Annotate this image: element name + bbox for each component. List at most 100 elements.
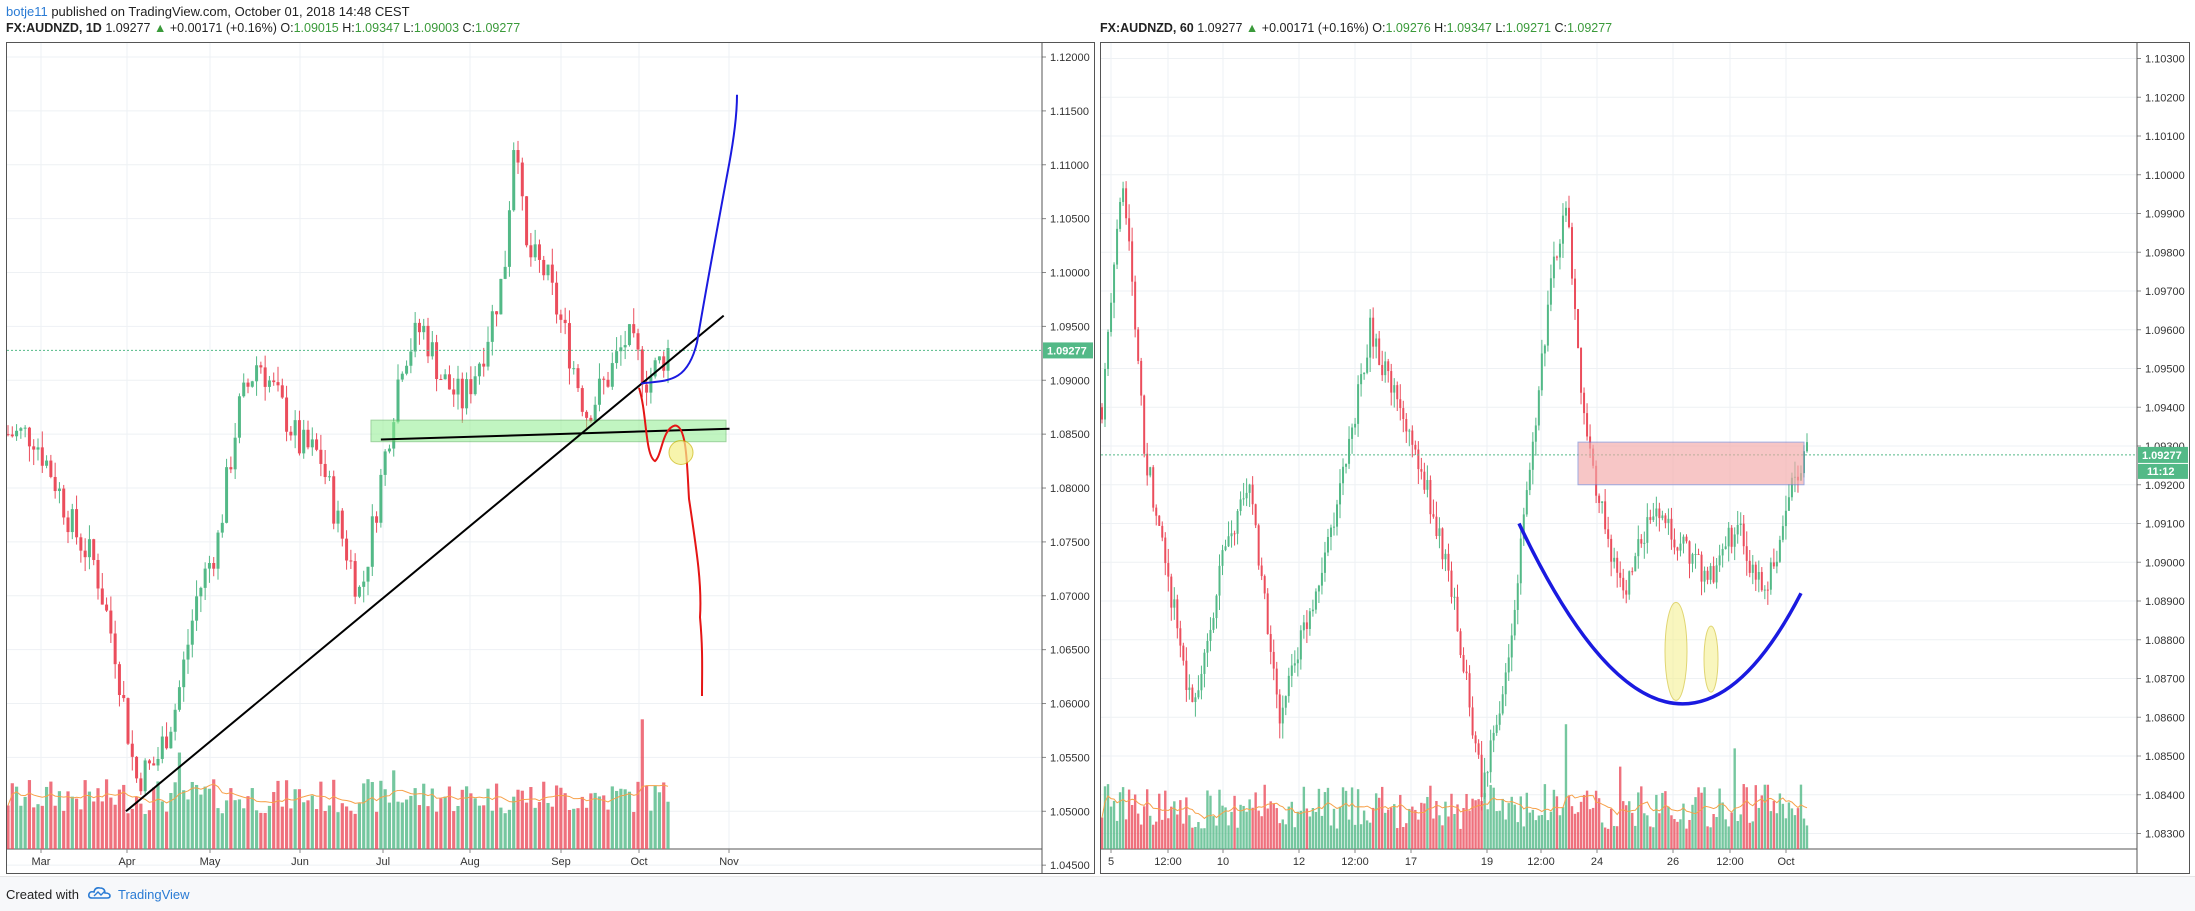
candle-body <box>1203 652 1206 674</box>
y-tick-label: 1.08500 <box>2145 751 2185 763</box>
hourly-chart-panel[interactable]: 1.10300 1.10200 1.10100 1.10000 1.09900 1.098… <box>1100 42 2190 874</box>
candle-body <box>1571 227 1573 279</box>
volume-bar <box>1173 801 1176 849</box>
volume-bar <box>1655 794 1658 849</box>
daily-chart-panel[interactable]: 1.12000 1.11500 1.11000 1.10500 1.10000 1.095… <box>6 42 1095 874</box>
volume-bar <box>1691 804 1694 849</box>
candle-body <box>1462 655 1465 672</box>
volume-bar <box>430 788 434 849</box>
y-tick-label: 1.09700 <box>2145 286 2185 298</box>
candle-body <box>439 379 443 381</box>
volume-bar <box>1652 827 1655 849</box>
candle-body <box>413 322 417 352</box>
candle-body <box>1787 497 1790 511</box>
tradingview-brand-link[interactable]: TradingView <box>118 887 190 902</box>
candle-body <box>405 365 409 374</box>
volume-bar <box>1504 819 1507 849</box>
candle-body <box>1598 495 1601 503</box>
volume-bar <box>336 812 340 849</box>
author-link[interactable]: botje11 <box>6 4 48 19</box>
candle-body <box>1200 673 1203 691</box>
volume-bar <box>57 791 62 849</box>
volume-bar <box>44 786 49 849</box>
candle-body <box>272 380 276 383</box>
volume-bar <box>246 796 250 849</box>
daily-chart-svg[interactable]: 1.12000 1.11500 1.11000 1.10500 1.10000 1.095… <box>6 43 1094 873</box>
candle-body <box>293 420 297 436</box>
volume-bar <box>1420 802 1423 849</box>
volume-bar <box>1778 793 1782 849</box>
volume-bar <box>1540 815 1544 849</box>
candle-body <box>499 278 503 315</box>
y-tick-label: 1.10100 <box>2145 131 2185 143</box>
volume-bar <box>494 783 499 849</box>
candle-body <box>1781 526 1784 540</box>
candle-body <box>585 411 589 418</box>
candle-body <box>70 509 74 533</box>
volume-bar <box>156 781 160 849</box>
volume-bar <box>1353 824 1357 849</box>
candle-body <box>1140 360 1143 396</box>
volume-bar <box>1390 807 1393 849</box>
volume-bar <box>1706 826 1709 849</box>
candle-body <box>516 150 520 163</box>
last-price-label: 1.09277 <box>2142 450 2182 462</box>
candle-body <box>1236 511 1239 534</box>
candle-body <box>1552 256 1555 279</box>
up-triangle-icon: ▲ <box>154 21 167 35</box>
volume-bar <box>357 803 362 849</box>
volume-bar <box>1697 787 1700 849</box>
publication-info: published on TradingView.com, October 01… <box>51 4 410 19</box>
volume-bar <box>1176 814 1179 849</box>
hourly-chart-svg[interactable]: 1.10300 1.10200 1.10100 1.10000 1.09900 1.098… <box>1100 43 2189 873</box>
volume-bar <box>177 752 182 849</box>
volume-bar <box>203 786 207 849</box>
candle-body <box>32 446 36 450</box>
right-open: 1.09276 <box>1385 21 1431 35</box>
volume-bar <box>460 789 464 849</box>
volume-bar <box>1332 808 1336 849</box>
right-change: +0.00171 (+0.16%) <box>1261 21 1369 35</box>
volume-bar <box>1760 795 1764 849</box>
candle-body <box>1414 444 1417 450</box>
volume-bar <box>1429 785 1432 849</box>
candle-body <box>512 150 516 211</box>
volume-bar <box>250 788 254 849</box>
candle-body <box>1751 564 1754 573</box>
candle-body <box>1465 671 1468 674</box>
volume-bar <box>1570 806 1574 849</box>
volume-bar <box>1579 801 1583 849</box>
candle-body <box>1715 565 1718 583</box>
volume-bar <box>1284 824 1287 849</box>
candle-body <box>1278 694 1281 724</box>
volume-bar <box>1411 806 1414 849</box>
volume-bar <box>1326 787 1330 849</box>
volume-bar <box>19 805 23 849</box>
volume-bar <box>1233 795 1236 849</box>
candle-body <box>1748 560 1751 573</box>
candle-body <box>469 379 473 395</box>
candle-body <box>1173 599 1176 608</box>
volume-bar <box>490 810 494 849</box>
candle-body <box>1583 392 1586 414</box>
candle-body <box>1311 609 1314 612</box>
volume-bar <box>1772 800 1776 849</box>
candle-body <box>1161 525 1164 538</box>
x-tick-label: 17 <box>1405 856 1417 868</box>
y-tick-label: 1.09400 <box>2145 402 2185 414</box>
candle-body <box>1510 635 1513 658</box>
volume-bar <box>507 809 512 849</box>
left-close: 1.09277 <box>475 21 521 35</box>
candle-body <box>1432 514 1435 517</box>
volume-bar <box>584 807 589 849</box>
candle-body <box>79 537 83 551</box>
candle-body <box>1302 622 1305 631</box>
y-tick-label: 1.12000 <box>1050 52 1090 64</box>
x-tick-label: Nov <box>719 856 739 868</box>
candle-body <box>1468 673 1471 708</box>
volume-bar <box>14 786 19 849</box>
volume-bar <box>1293 827 1297 849</box>
candle-body <box>362 581 366 587</box>
volume-bar <box>1368 822 1372 849</box>
volume-bar <box>1441 825 1444 849</box>
